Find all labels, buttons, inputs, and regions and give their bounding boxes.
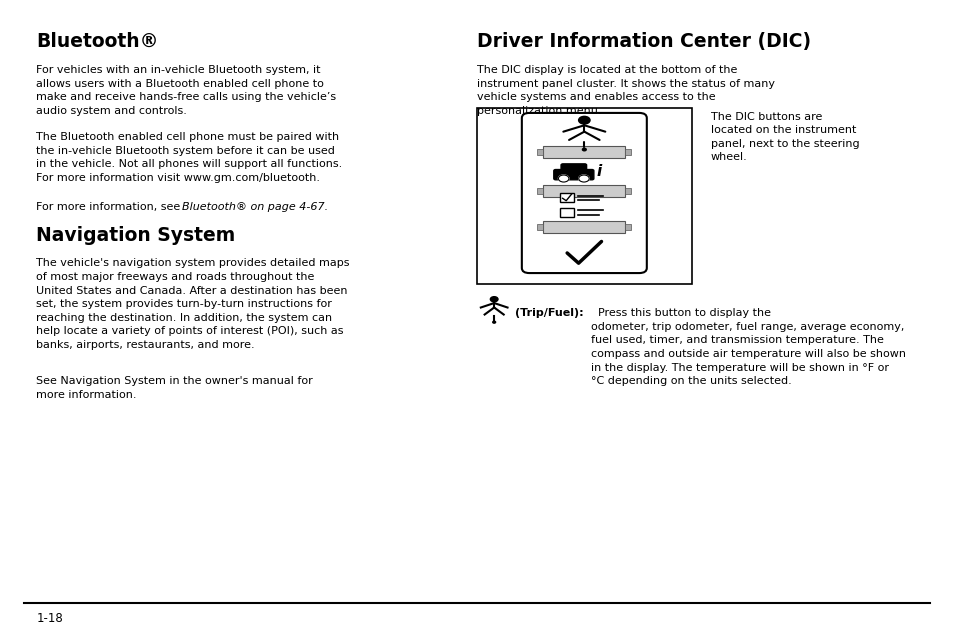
Text: Bluetooth® on page 4-67.: Bluetooth® on page 4-67. bbox=[182, 202, 328, 212]
Text: The vehicle's navigation system provides detailed maps
of most major freeways an: The vehicle's navigation system provides… bbox=[36, 258, 350, 350]
Bar bbox=[559, 193, 573, 202]
Text: For vehicles with an in-vehicle Bluetooth system, it
allows users with a Bluetoo: For vehicles with an in-vehicle Bluetoot… bbox=[36, 65, 336, 116]
Text: (Trip/Fuel):: (Trip/Fuel): bbox=[515, 308, 583, 318]
Bar bbox=[537, 188, 542, 195]
Text: Bluetooth®: Bluetooth® bbox=[36, 32, 158, 51]
Text: See Navigation System in the owner's manual for
more information.: See Navigation System in the owner's man… bbox=[36, 376, 313, 400]
FancyBboxPatch shape bbox=[560, 164, 586, 173]
Circle shape bbox=[492, 321, 496, 323]
Bar bbox=[537, 223, 542, 230]
Text: For more information, see: For more information, see bbox=[36, 202, 184, 212]
Circle shape bbox=[581, 148, 585, 151]
Text: The DIC buttons are
located on the instrument
panel, next to the steering
wheel.: The DIC buttons are located on the instr… bbox=[710, 112, 859, 163]
Bar bbox=[625, 188, 631, 195]
FancyBboxPatch shape bbox=[521, 113, 646, 273]
FancyBboxPatch shape bbox=[553, 170, 593, 180]
Bar bbox=[542, 221, 625, 233]
Bar bbox=[542, 185, 625, 197]
Circle shape bbox=[578, 116, 589, 124]
Text: The Bluetooth enabled cell phone must be paired with
the in-vehicle Bluetooth sy: The Bluetooth enabled cell phone must be… bbox=[36, 132, 342, 183]
Text: Driver Information Center (DIC): Driver Information Center (DIC) bbox=[476, 32, 810, 51]
Bar bbox=[625, 223, 631, 230]
Text: Navigation System: Navigation System bbox=[36, 226, 235, 246]
Bar bbox=[537, 149, 542, 156]
Bar bbox=[542, 146, 625, 158]
Text: The DIC display is located at the bottom of the
instrument panel cluster. It sho: The DIC display is located at the bottom… bbox=[476, 65, 774, 116]
Bar bbox=[476, 108, 691, 284]
Circle shape bbox=[490, 297, 497, 302]
Text: Press this button to display the
odometer, trip odometer, fuel range, average ec: Press this button to display the odomete… bbox=[591, 308, 905, 386]
Bar bbox=[625, 149, 631, 156]
Circle shape bbox=[558, 175, 568, 182]
Text: 1-18: 1-18 bbox=[36, 612, 63, 625]
Text: i: i bbox=[597, 164, 601, 179]
Bar bbox=[559, 208, 573, 217]
Circle shape bbox=[578, 175, 589, 182]
